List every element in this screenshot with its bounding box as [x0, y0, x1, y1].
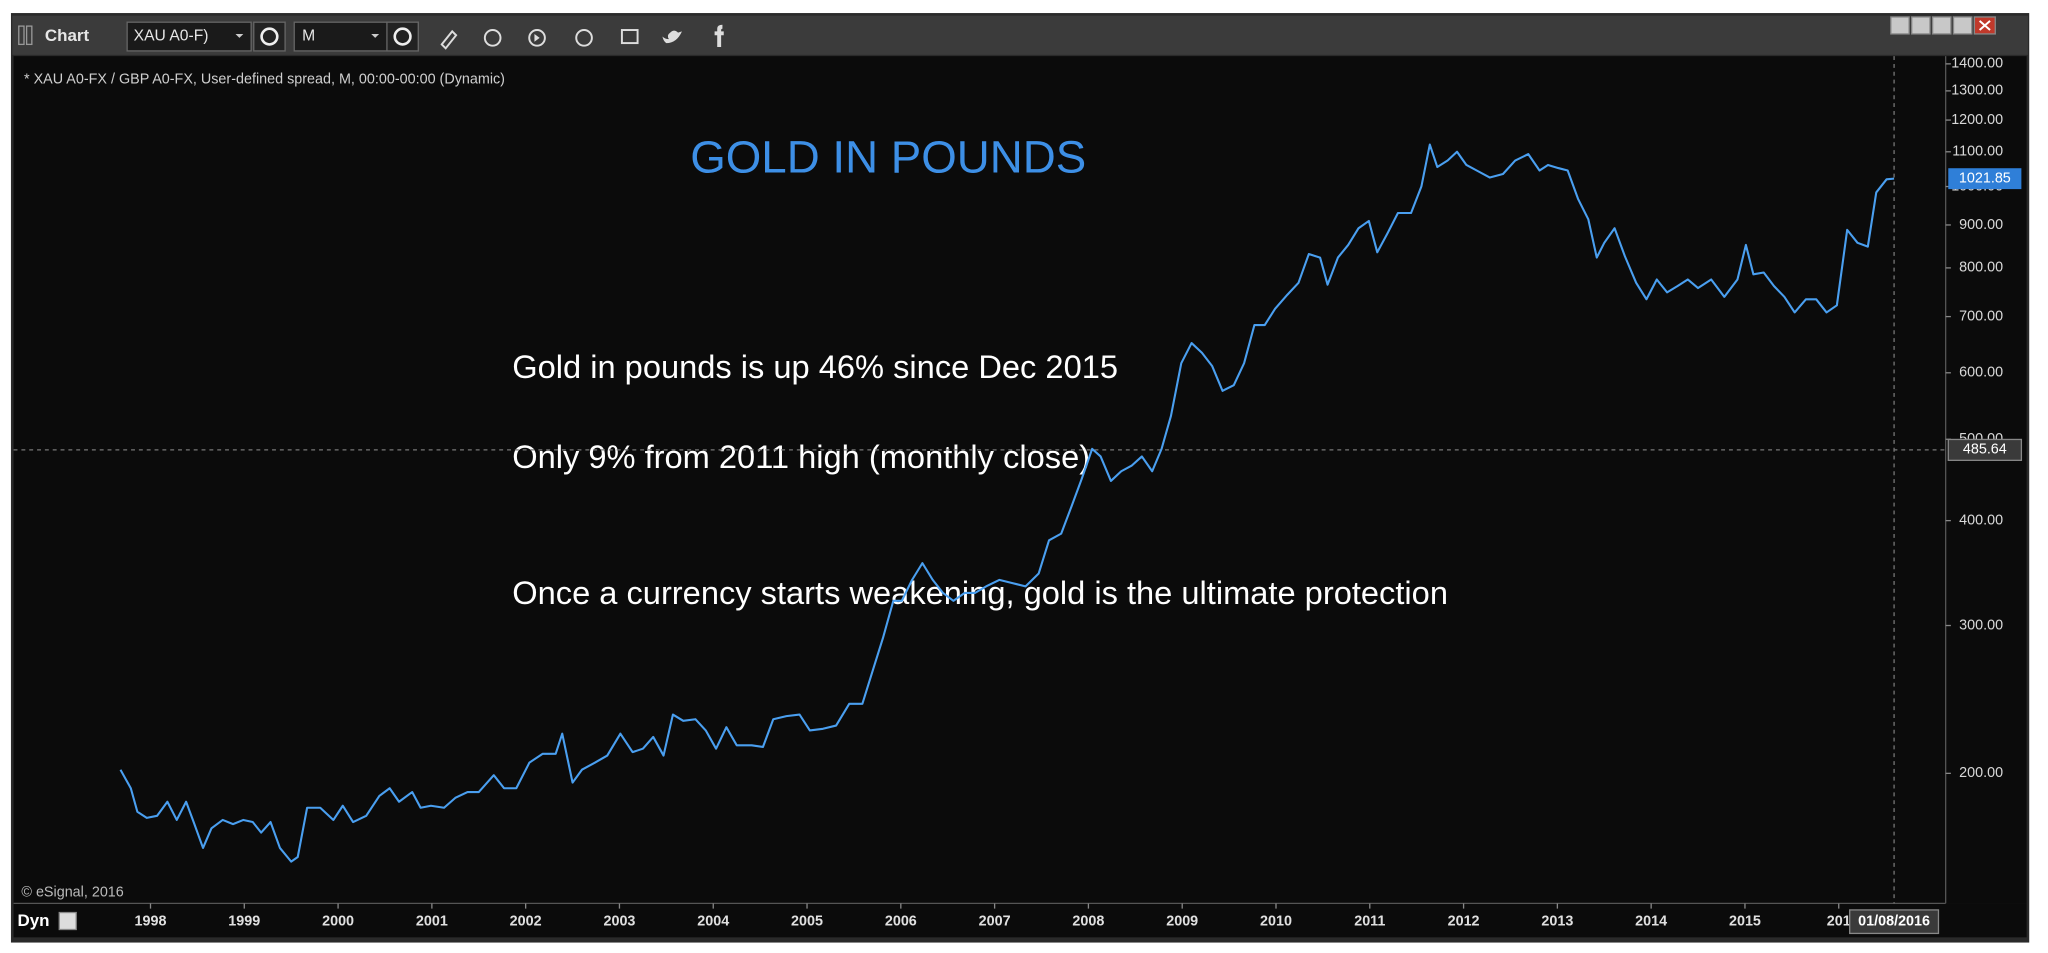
y-tick-label: 1200.00 [1951, 112, 2003, 128]
symbol-text: XAU A0-F) [134, 28, 209, 45]
x-tick-label: 2015 [1729, 913, 1761, 929]
clock-button[interactable] [386, 21, 419, 52]
last-value-box [1948, 168, 2022, 190]
window-title: Chart [45, 26, 90, 45]
x-tick-label: 2000 [322, 913, 354, 929]
y-tick-label: 1100.00 [1952, 144, 2003, 160]
annotation: Once a currency starts weakening, gold i… [512, 574, 1448, 611]
x-tick-label: 2002 [510, 913, 542, 929]
restore-button[interactable] [1911, 16, 1931, 35]
y-tick-label: 1300.00 [1951, 83, 2003, 99]
x-tick-label: 2014 [1635, 913, 1667, 929]
play-glyph [534, 33, 540, 42]
x-tick-label: 2001 [416, 913, 448, 929]
annotation: Gold in pounds is up 46% since Dec 2015 [512, 348, 1118, 385]
twitter-icon[interactable] [662, 30, 682, 44]
y-tick-label: 1400.00 [1951, 56, 2003, 72]
dropdown-arrow [235, 33, 244, 38]
tool-icon[interactable] [483, 29, 502, 47]
time-axis [13, 903, 2027, 938]
x-tick-label: 2007 [979, 913, 1011, 929]
draw-tool-icon[interactable] [440, 29, 458, 50]
grip-icon [25, 25, 33, 46]
x-tick-label: 2013 [1541, 913, 1573, 929]
x-tick-label: 1999 [228, 913, 260, 929]
refresh-icon [260, 27, 279, 46]
y-tick-label: 400.00 [1959, 512, 2003, 528]
y-tick-label: 200.00 [1959, 765, 2003, 781]
refresh-button[interactable] [253, 21, 286, 52]
x-tick-label: 2012 [1448, 913, 1480, 929]
x-tick-label: 2005 [791, 913, 823, 929]
annotation: Only 9% from 2011 high (monthly close) [512, 438, 1090, 475]
minimize-button[interactable] [1931, 16, 1952, 35]
crosshair-label: 485.64 [1963, 442, 2007, 458]
facebook-icon[interactable] [714, 24, 724, 47]
y-tick-label: 300.00 [1959, 617, 2003, 633]
price-line [119, 143, 1895, 863]
x-tick-label: 2008 [1072, 913, 1104, 929]
y-tick-label: 700.00 [1959, 308, 2003, 324]
price-axis [1945, 56, 2027, 904]
crosshair-box [1947, 438, 2023, 461]
x-tick-label: 2009 [1166, 913, 1198, 929]
x-tick-label: 2003 [603, 913, 635, 929]
plot-area [13, 56, 1946, 904]
x-tick-label: 201 [1827, 913, 1851, 929]
chart-subtitle: * XAU A0-FX / GBP A0-FX, User-defined sp… [24, 71, 505, 87]
chart-title: GOLD IN POUNDS [690, 132, 1086, 183]
clock-icon [393, 27, 412, 46]
settings-button[interactable] [58, 911, 77, 931]
comment-icon[interactable] [620, 29, 639, 45]
dropdown-arrow [371, 33, 380, 38]
x-tick-label: 2010 [1260, 913, 1292, 929]
x-tick-label: 2011 [1354, 913, 1385, 929]
cursor-date-box [1849, 909, 1940, 935]
x-tick-label: 2006 [885, 913, 917, 929]
mode-label: Dyn [17, 911, 49, 930]
close-glyph [1978, 20, 1991, 31]
alert-icon[interactable] [575, 29, 593, 47]
play-icon[interactable] [528, 29, 546, 47]
x-tick-label: 2004 [697, 913, 729, 929]
y-tick-label: 900.00 [1959, 217, 2003, 233]
cursor-date-label: 01/08/2016 [1858, 913, 1930, 929]
y-tick-label: 800.00 [1959, 260, 2003, 276]
grip-icon [18, 25, 25, 46]
last-value-label: 1021.85 [1959, 170, 2011, 186]
x-tick-label: 1998 [135, 913, 167, 929]
maximize-button[interactable] [1952, 16, 1973, 35]
copyright: © eSignal, 2016 [21, 885, 123, 901]
y-tick-label: 600.00 [1959, 365, 2003, 381]
symbol-input[interactable] [126, 21, 252, 52]
interval-text: M [302, 28, 315, 45]
plot-layer: 200.00300.00400.00500.00600.00700.00800.… [13, 56, 2023, 935]
help-button[interactable] [1890, 16, 1910, 35]
